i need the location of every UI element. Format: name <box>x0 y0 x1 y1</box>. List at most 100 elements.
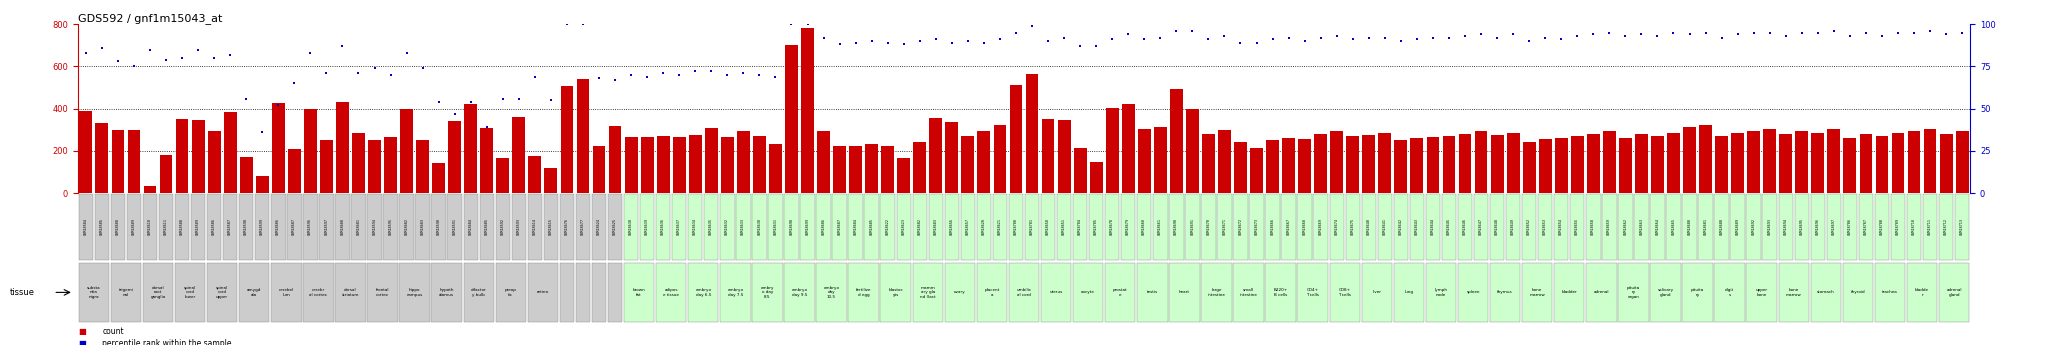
FancyBboxPatch shape <box>1763 194 1778 260</box>
Bar <box>657 136 670 193</box>
FancyBboxPatch shape <box>881 194 895 260</box>
Text: GSM18584: GSM18584 <box>84 218 88 235</box>
Text: GSM18649: GSM18649 <box>1511 218 1516 235</box>
Text: GSM18601: GSM18601 <box>356 218 360 235</box>
Text: GSM18688: GSM18688 <box>1720 218 1724 235</box>
FancyBboxPatch shape <box>78 263 109 322</box>
Text: placent
a: placent a <box>985 288 999 297</box>
Bar <box>1714 136 1729 193</box>
FancyBboxPatch shape <box>801 194 815 260</box>
Bar <box>1010 85 1022 193</box>
FancyBboxPatch shape <box>1169 194 1184 260</box>
FancyBboxPatch shape <box>1522 194 1536 260</box>
Text: blastoc
yts: blastoc yts <box>889 288 903 297</box>
Text: lung: lung <box>1405 290 1413 294</box>
Text: amygd
ala: amygd ala <box>248 288 262 297</box>
Text: fertilize
d egg: fertilize d egg <box>856 288 870 297</box>
FancyBboxPatch shape <box>287 194 301 260</box>
FancyBboxPatch shape <box>1169 263 1200 322</box>
FancyBboxPatch shape <box>592 194 606 260</box>
Point <box>1577 31 1610 37</box>
Point <box>999 30 1032 35</box>
FancyBboxPatch shape <box>897 194 911 260</box>
Text: GSM18597: GSM18597 <box>324 218 328 235</box>
Bar <box>1683 127 1696 193</box>
Bar <box>1475 131 1487 193</box>
FancyBboxPatch shape <box>961 194 975 260</box>
FancyBboxPatch shape <box>1554 194 1569 260</box>
Text: thymus: thymus <box>1497 290 1513 294</box>
FancyBboxPatch shape <box>1489 194 1505 260</box>
FancyBboxPatch shape <box>1313 194 1327 260</box>
FancyBboxPatch shape <box>1475 194 1489 260</box>
Text: GSM18693: GSM18693 <box>1767 218 1772 235</box>
Text: GSM18711: GSM18711 <box>1927 218 1931 235</box>
Point <box>774 21 807 27</box>
FancyBboxPatch shape <box>446 194 463 260</box>
Point <box>551 21 584 27</box>
Text: GSM18710: GSM18710 <box>1913 218 1917 235</box>
Bar <box>160 155 172 193</box>
Text: GSM18653: GSM18653 <box>1544 218 1546 235</box>
Bar <box>674 137 686 193</box>
Text: GSM18606: GSM18606 <box>276 218 281 235</box>
Bar <box>705 128 717 193</box>
FancyBboxPatch shape <box>1618 194 1632 260</box>
Point <box>438 111 471 117</box>
Text: GSM18635: GSM18635 <box>709 218 713 235</box>
Text: GSM18605: GSM18605 <box>485 218 489 235</box>
Text: brown
fat: brown fat <box>633 288 645 297</box>
Bar <box>1923 129 1937 193</box>
Bar <box>176 119 188 193</box>
FancyBboxPatch shape <box>1874 194 1888 260</box>
Bar <box>834 146 846 193</box>
Bar <box>481 128 494 193</box>
FancyBboxPatch shape <box>1907 194 1921 260</box>
Text: GSM18650: GSM18650 <box>1047 218 1051 235</box>
Point <box>422 99 455 105</box>
Point <box>199 55 231 61</box>
FancyBboxPatch shape <box>1538 194 1552 260</box>
FancyBboxPatch shape <box>848 194 862 260</box>
FancyBboxPatch shape <box>1810 194 1825 260</box>
FancyBboxPatch shape <box>223 194 238 260</box>
Text: uterus: uterus <box>1049 290 1063 294</box>
Point <box>1063 43 1096 49</box>
Point <box>1610 33 1642 39</box>
FancyBboxPatch shape <box>1298 263 1327 322</box>
FancyBboxPatch shape <box>1202 263 1231 322</box>
Text: cerebr
al cortex: cerebr al cortex <box>309 288 328 297</box>
Bar <box>946 122 958 193</box>
Point <box>664 72 696 78</box>
FancyBboxPatch shape <box>1827 194 1841 260</box>
Point <box>1817 28 1849 34</box>
Text: dorsal
root
ganglia: dorsal root ganglia <box>150 286 166 299</box>
Text: GSM18659: GSM18659 <box>1608 218 1612 235</box>
FancyBboxPatch shape <box>463 194 477 260</box>
Text: hypoth
alamus: hypoth alamus <box>438 288 455 297</box>
Text: tissue: tissue <box>10 288 35 297</box>
FancyBboxPatch shape <box>463 263 494 322</box>
Bar <box>1090 162 1102 193</box>
Text: frontal
cortex: frontal cortex <box>375 288 389 297</box>
Point <box>1802 30 1835 35</box>
Text: lymph
node: lymph node <box>1434 288 1448 297</box>
Point <box>1225 40 1257 46</box>
Bar <box>319 140 334 193</box>
FancyBboxPatch shape <box>1024 194 1038 260</box>
FancyBboxPatch shape <box>1217 194 1231 260</box>
FancyBboxPatch shape <box>352 194 367 260</box>
Point <box>1481 35 1513 40</box>
Point <box>1690 30 1722 35</box>
Text: GSM18712: GSM18712 <box>1944 218 1948 235</box>
Text: dorsal
striatum: dorsal striatum <box>342 288 358 297</box>
Text: GSM18706: GSM18706 <box>1847 218 1851 235</box>
Point <box>309 70 342 76</box>
FancyBboxPatch shape <box>303 194 317 260</box>
Text: spleen: spleen <box>1466 290 1481 294</box>
Text: embryo
day 6.5: embryo day 6.5 <box>694 288 711 297</box>
FancyBboxPatch shape <box>1010 194 1024 260</box>
Bar <box>1122 104 1135 193</box>
Text: spinal
cord
upper: spinal cord upper <box>217 286 227 299</box>
FancyBboxPatch shape <box>1153 194 1167 260</box>
